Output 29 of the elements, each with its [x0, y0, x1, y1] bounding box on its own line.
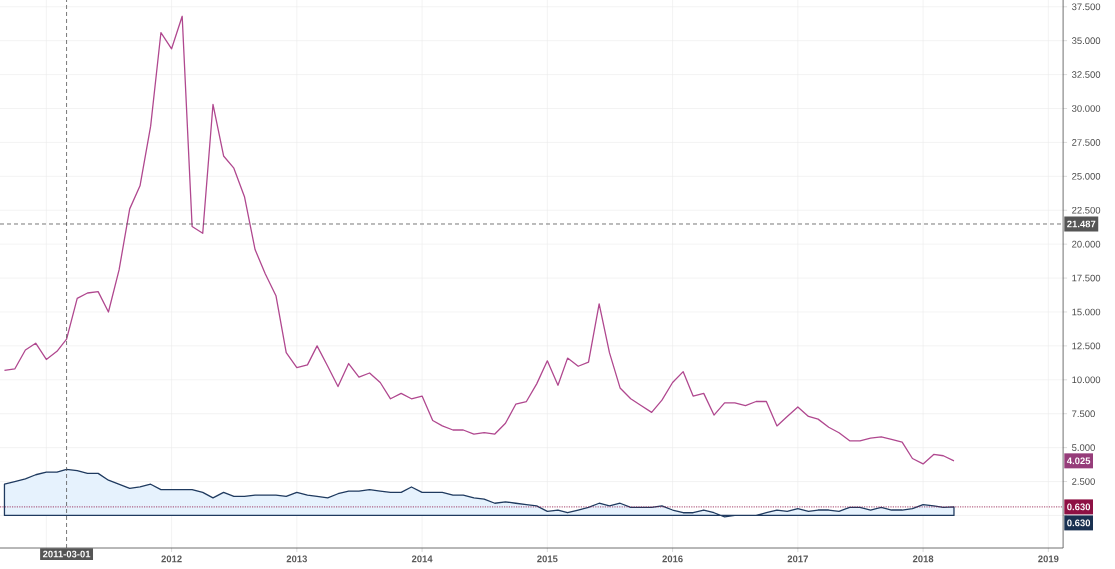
x-tick-label: 2019: [1038, 555, 1059, 563]
text: 0.630: [1067, 519, 1091, 527]
text: 4.025: [1066, 457, 1091, 465]
y-tick-label: 27.500: [1072, 139, 1101, 146]
line-series: [3, 15, 955, 465]
y-tick-label: 22.500: [1072, 206, 1101, 214]
ref-line-label: 0.630: [1067, 503, 1091, 511]
y-tick-label: 25.000: [1072, 172, 1101, 180]
y-tick-label: 20.000: [1072, 240, 1101, 248]
y-tick-label: 35.000: [1071, 37, 1101, 45]
x-tick-label: 2014: [411, 555, 433, 563]
x-tick-label: 2013: [286, 555, 308, 563]
y-tick-label: 17.500: [1072, 274, 1101, 282]
ref-line-label: 21.487: [1067, 220, 1096, 228]
y-tick-label: 32.500: [1071, 71, 1101, 78]
x-tick-label: 2016: [662, 555, 683, 563]
y-tick-label: 7.500: [1072, 410, 1095, 418]
y-tick-label: 2.500: [1072, 478, 1095, 485]
y-tick-label: 12.500: [1072, 342, 1101, 350]
x-tick-label: 2017: [787, 555, 808, 563]
y-tick-label: 15.000: [1072, 308, 1101, 316]
y-tick-label: 10.000: [1072, 376, 1101, 384]
y-tick-label: 5.000: [1071, 444, 1095, 451]
y-tick-label: 37.500: [1071, 3, 1101, 11]
y-tick-label: 30.000: [1071, 105, 1101, 112]
ref-line-label: 2011-03-01: [42, 550, 91, 558]
x-tick-label: 2012: [161, 555, 182, 563]
x-tick-label: 2018: [912, 555, 934, 563]
x-tick-label: 2015: [537, 555, 558, 563]
